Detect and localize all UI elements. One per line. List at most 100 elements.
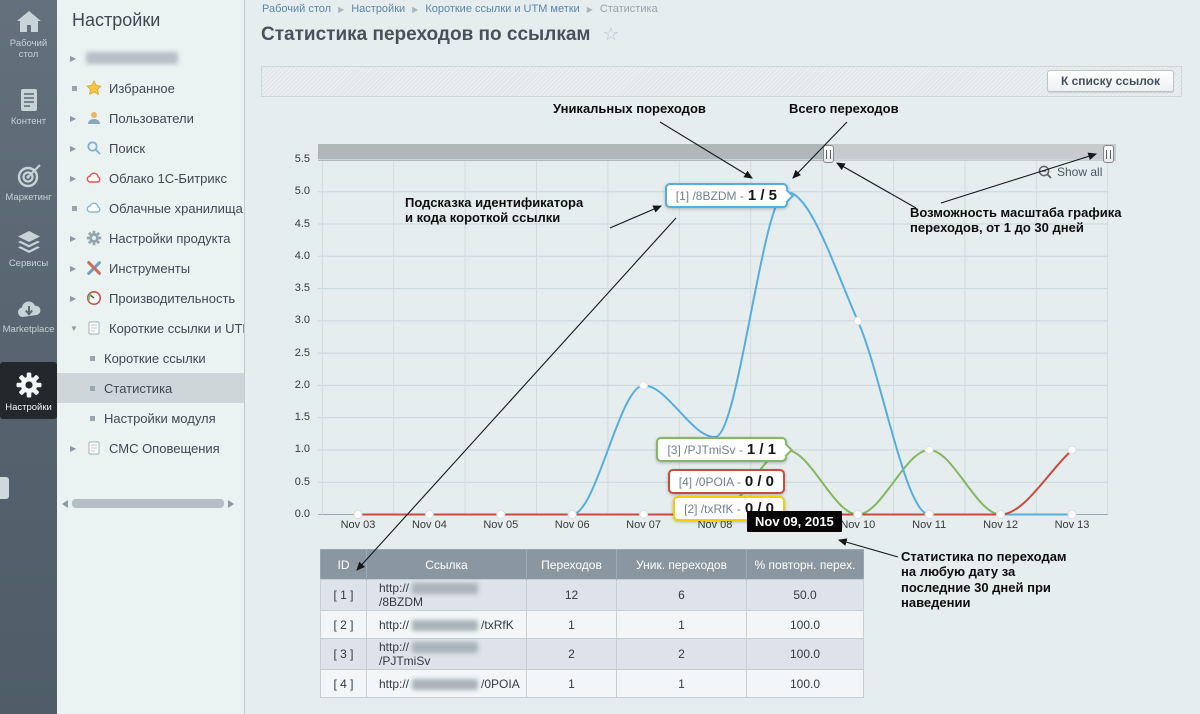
tooltip-label: [2] /txRfK - (684, 502, 741, 516)
x-axis-label: Nov 11 (912, 519, 947, 531)
rail-item-services[interactable]: Сервисы (0, 228, 57, 269)
table-row: [ 4 ] http:// /0POIA 1 1 100.0 (320, 669, 864, 698)
menu-item-label: Пользователи (109, 110, 194, 126)
menu-item-bitrix-cloud[interactable]: ▶ Облако 1С-Битрикс (57, 163, 244, 193)
rail-label: Marketplace (2, 324, 55, 335)
tooltip-label: [3] /PJTmiSv - (667, 443, 743, 457)
cell-transitions: 1 (526, 669, 617, 698)
favorite-star-icon[interactable]: ☆ (602, 24, 620, 44)
annotation-zoom: Возможность масштаба графика переходов, … (910, 205, 1122, 236)
x-axis-label: Nov 06 (554, 519, 590, 531)
url-prefix: http:// (379, 617, 410, 632)
menu-title: Настройки (72, 10, 161, 30)
menu-item-tools[interactable]: ▶ Инструменты (57, 253, 244, 283)
url-code: /txRfK (481, 617, 514, 632)
rail-label: Рабочий стол (9, 38, 48, 60)
show-all-button[interactable]: Show all (1038, 165, 1102, 179)
cell-id: [ 2 ] (320, 610, 367, 639)
zoom-handle-left[interactable] (823, 145, 834, 163)
rail-item-settings[interactable]: Настройки (0, 362, 57, 419)
zoom-handle-right[interactable] (1103, 145, 1114, 163)
scroll-left-icon[interactable] (62, 499, 68, 508)
breadcrumb-desktop[interactable]: Рабочий стол (262, 3, 332, 15)
y-axis-label: 0.0 (294, 508, 310, 520)
url-prefix: http:// (379, 581, 410, 595)
menu-item-hidden[interactable]: ▶ (57, 43, 244, 73)
layers-icon (17, 231, 40, 253)
chart-zoom-band[interactable] (318, 144, 1116, 161)
menu-item-label: Короткие ссылки и UTM метки (109, 320, 244, 336)
menu-item-product-settings[interactable]: ▶ Настройки продукта (57, 223, 244, 253)
breadcrumb-short-links[interactable]: Короткие ссылки и UTM метки (425, 3, 580, 15)
y-axis-label: 2.5 (294, 346, 310, 359)
menu-item-short-links-utm[interactable]: ▼ Короткие ссылки и UTM метки (57, 313, 244, 343)
data-point-marker (1067, 445, 1077, 455)
page-header: Статистика переходов по ссылкам ☆ (261, 24, 619, 46)
breadcrumb-separator-icon: ▶ (586, 5, 593, 14)
data-point-marker (996, 510, 1006, 519)
home-icon (16, 11, 41, 32)
data-point-marker (353, 510, 363, 519)
tooltip-label: [4] /0POIA - (678, 475, 741, 489)
zoom-out-icon (1038, 165, 1052, 179)
annotation-unique: Уникальных пореходов (553, 101, 706, 116)
gear-icon (86, 230, 102, 246)
page-icon (88, 441, 100, 455)
url-code: /PJTmiSv (379, 654, 431, 668)
rail-item-marketplace[interactable]: Marketplace (0, 296, 57, 335)
cell-repeat: 100.0 (746, 610, 864, 639)
menu-item-performance[interactable]: ▶ Производительность (57, 283, 244, 313)
chevron-right-icon: ▶ (70, 443, 77, 453)
menu-item-sms-notifications[interactable]: ▶ СМС Оповещения (57, 433, 244, 463)
table-header-row: ID Ссылка Переходов Уник. переходов % по… (320, 549, 864, 580)
data-point-marker (639, 510, 649, 519)
x-axis-label: Nov 03 (340, 519, 376, 531)
menu-item-label: Статистика (104, 380, 173, 396)
cell-unique: 1 (616, 669, 747, 698)
arrow-unique (659, 121, 753, 179)
table-row: [ 2 ] http:// /txRfK 1 1 100.0 (320, 610, 864, 639)
chevron-right-icon: ▶ (70, 53, 77, 63)
scrollbar-thumb[interactable] (72, 499, 224, 508)
x-axis-label: Nov 05 (483, 519, 519, 531)
cell-link: http:// /txRfK (366, 610, 527, 639)
chevron-right-icon: ▶ (70, 233, 77, 243)
menu-item-search[interactable]: ▶ Поиск (57, 133, 244, 163)
menu-item-users[interactable]: ▶ Пользователи (57, 103, 244, 133)
y-axis-label: 1.0 (294, 443, 310, 456)
menu-item-favorites[interactable]: Избранное (57, 73, 244, 103)
cell-id: [ 4 ] (320, 669, 367, 698)
menu-item-short-links[interactable]: Короткие ссылки (57, 343, 244, 373)
back-to-links-button[interactable]: К списку ссылок (1046, 70, 1174, 92)
y-axis-label: 4.0 (294, 249, 310, 262)
y-axis-label: 2.0 (294, 378, 310, 391)
cell-link: http:// /0POIA (366, 669, 527, 698)
rail-item-content[interactable]: Контент (0, 86, 57, 127)
y-axis-label: 4.5 (294, 217, 310, 230)
rail-item-marketing[interactable]: Маркетинг (0, 162, 57, 203)
menu-item-label: Производительность (109, 290, 236, 306)
breadcrumb-settings[interactable]: Настройки (351, 3, 406, 15)
menu-item-statistics[interactable]: Статистика (57, 373, 244, 403)
cell-repeat: 50.0 (746, 579, 864, 611)
blurred-url-host (412, 678, 479, 690)
menu-item-label: Поиск (109, 140, 146, 156)
scroll-right-icon[interactable] (228, 499, 234, 508)
star-icon (86, 80, 102, 96)
menu-item-label: Короткие ссылки (104, 350, 206, 366)
data-point-marker (924, 510, 934, 519)
user-icon (88, 112, 100, 124)
data-point-marker (424, 510, 434, 519)
x-axis-label: Nov 08 (697, 519, 733, 531)
chevron-right-icon: ▶ (70, 293, 77, 303)
gauge-icon (87, 291, 101, 305)
bullet-icon (90, 355, 95, 361)
menu-item-module-settings[interactable]: Настройки модуля (57, 403, 244, 433)
menu-collapse-handle[interactable] (0, 477, 9, 499)
blurred-menu-label (86, 52, 178, 64)
menu-horizontal-scrollbar[interactable] (62, 497, 234, 510)
series-line-1 (357, 190, 1073, 516)
menu-item-cloud-storage[interactable]: Облачные хранилища (57, 193, 244, 223)
annotation-total: Всего переходов (789, 101, 899, 116)
rail-item-desktop[interactable]: Рабочий стол (0, 8, 57, 60)
